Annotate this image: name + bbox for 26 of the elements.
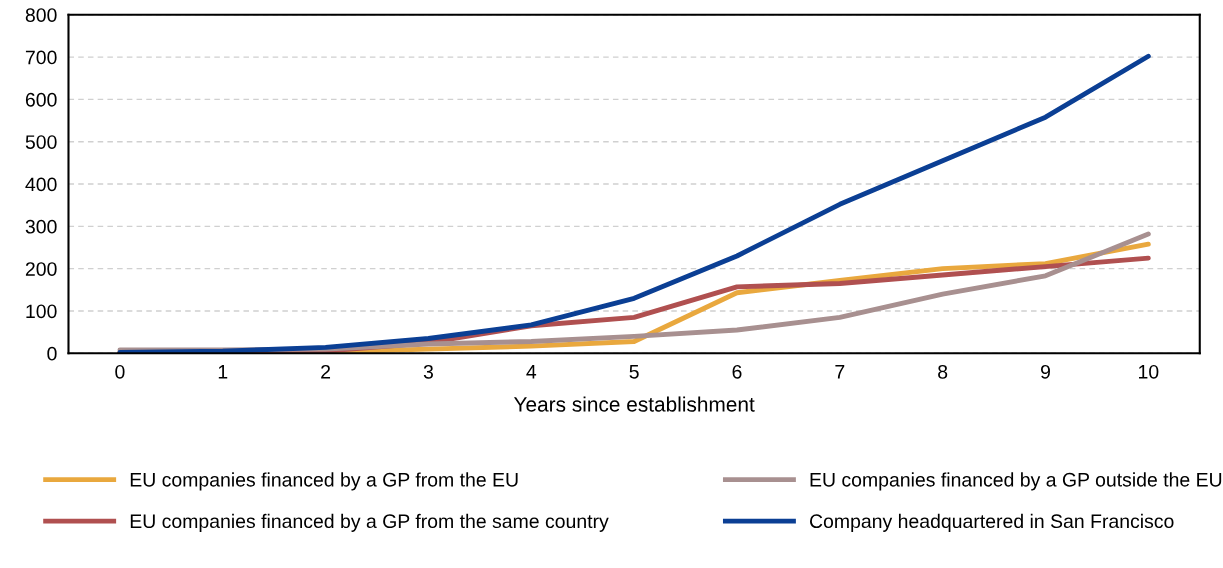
x-tick-label: 7 [835,365,845,379]
x-tick-label: 2 [321,364,331,379]
y-tick-label: 500 [25,135,57,149]
y-tick-label: 200 [25,262,57,276]
x-tick-label: 10 [1139,364,1159,379]
legend-label: EU companies financed by a GP from the same country [130,513,609,532]
x-axis-title: Years since establishment [513,396,755,412]
y-tick-label: 100 [26,304,57,319]
y-tick-label: 800 [25,8,57,22]
y-tick-label: 600 [25,92,57,107]
x-tick-label: 5 [629,365,639,379]
legend-label: EU companies financed by a GP outside the EU [810,472,1222,491]
y-tick-label: 0 [47,346,57,361]
y-tick-label: 400 [25,177,57,192]
y-tick-label: 300 [25,219,57,234]
x-tick-label: 6 [732,364,742,379]
x-tick-label: 8 [938,364,948,379]
x-tick-label: 4 [526,365,537,379]
y-tick-label: 700 [25,50,57,65]
x-tick-label: 9 [1041,364,1050,379]
x-tick-label: 3 [423,364,433,379]
x-tick-label: 1 [218,365,228,379]
line-series [117,53,1151,354]
x-tick-label: 0 [115,364,125,379]
legend-label: EU companies financed by a GP from the EU [130,472,518,491]
legend-label: Company headquartered in San Francisco [810,513,1174,532]
